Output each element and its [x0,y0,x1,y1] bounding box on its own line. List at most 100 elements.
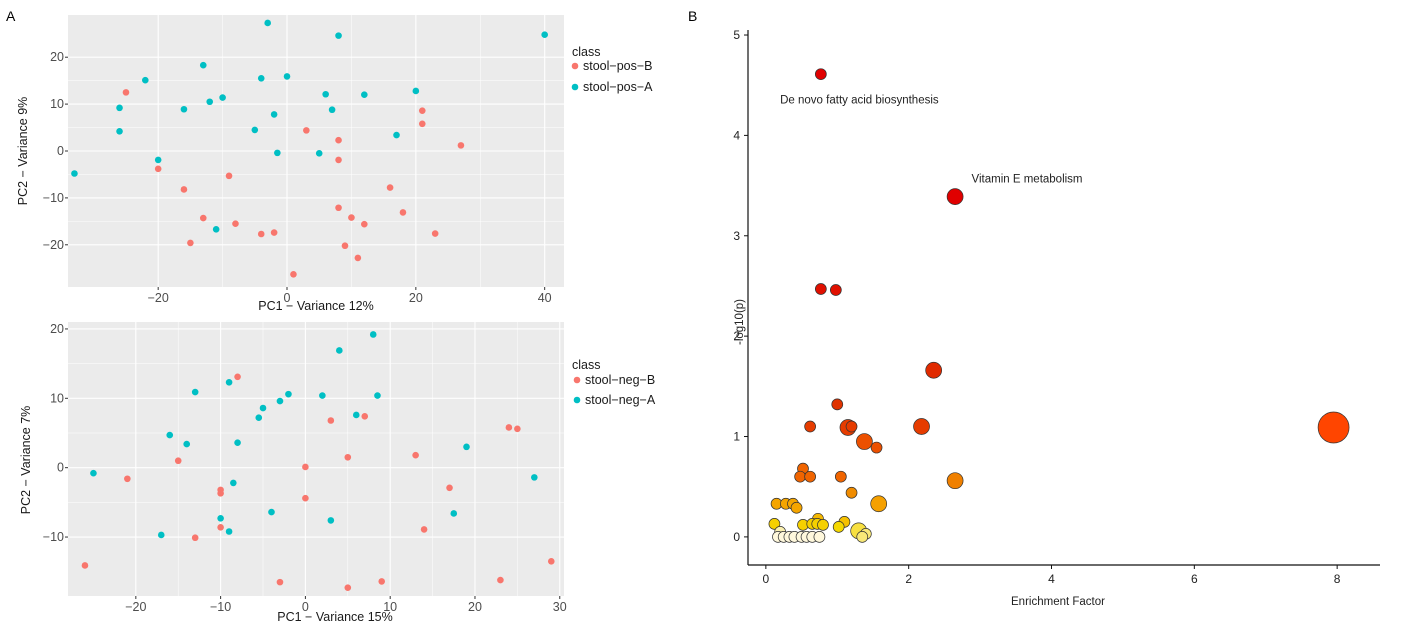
pca-pos-point-b [348,214,355,221]
pca-neg-point-b [505,424,513,431]
pca-neg-ticks: −20 −10 0 10 20 30 −10 0 10 20 [43,322,567,614]
pca-neg-point-b [420,526,428,533]
pca-neg-point-b [234,373,241,381]
pca-pos-ytick-label: 10 [50,97,64,111]
enrichment-bubble [870,495,888,513]
pca-neg-point-a [531,474,538,481]
pca-neg-legend-label-a: stool−neg−A [585,393,656,407]
pca-pos-ytick-label: 0 [57,144,64,158]
enrichment-xtick-label: 6 [1191,572,1198,586]
pca-pos-legend: class stool−pos−B stool−pos−A [571,45,653,94]
pca-neg-point-a [225,528,233,535]
pca-neg-xtick-label: 30 [553,600,567,614]
pca-neg-point-a [225,379,233,386]
pca-neg-legend-key-b [573,376,581,384]
pca-neg-point-a [450,510,458,517]
enrichment-xtick-label: 0 [763,572,770,586]
pca-pos-xlabel: PC1 − Variance 12% [258,299,373,313]
enrichment-bubble [856,531,869,543]
pca-neg-legend-title: class [572,358,600,372]
pca-pos-point-b [290,271,297,278]
pca-pos-point-b [431,230,439,237]
pca-pos-legend-title: class [572,45,600,59]
enrichment-xtick-label: 2 [905,572,912,586]
pca-pos-legend-label-b: stool−pos−B [583,59,653,73]
enrichment-bubble [856,433,873,450]
pca-neg-point-b [361,413,369,420]
pca-pos-point-b [122,89,130,96]
pca-pos-point-b [303,127,310,134]
pca-pos-points [71,19,548,278]
enrichment-xtick-label: 8 [1334,572,1341,586]
pca-neg-xtick-label: −10 [210,600,231,614]
pca-neg-point-b [174,457,182,465]
pca-pos-point-a [71,170,78,177]
pca-pos-point-b [457,142,465,149]
enrichment-bubble [768,517,781,530]
pca-neg-plot-area [68,322,564,596]
enrichment-bubble [946,472,964,490]
pca-neg-point-a [234,439,241,446]
pca-pos-point-b [270,229,278,236]
pca-neg-point-b [344,453,352,461]
pca-pos-point-b [335,136,342,144]
pca-pos-point-b [354,254,362,262]
pca-pos-chart: −20 0 20 40 −20 −10 0 10 20 PC1 − Variance 12% P… [16,15,653,313]
pca-pos-point-b [361,220,368,228]
pca-neg-point-a [183,440,191,448]
enrichment-bubble [834,470,847,483]
enrichment-bubble [913,418,930,435]
pca-neg-point-b [217,524,224,531]
pca-pos-point-a [393,131,400,139]
enrichment-xlabel: Enrichment Factor [1011,596,1105,608]
pca-neg-point-b [378,578,386,585]
pca-pos-point-a [541,31,548,38]
enrichment-bubble [794,470,806,483]
pca-pos-point-b [341,242,349,250]
pca-neg-point-b [446,484,453,492]
pca-neg-grid [68,322,564,596]
pca-pos-point-b [199,214,207,222]
pca-neg-point-b [344,584,352,591]
enrichment-bubble [845,420,858,433]
pca-neg-point-b [412,451,419,459]
pca-neg-chart: −20 −10 0 10 20 30 −10 0 10 20 PC1 − Variance 15%… [19,322,656,624]
pca-pos-point-b [225,172,233,180]
pca-neg-point-a [319,392,326,399]
enrichment-bubble [831,398,844,411]
pca-neg-point-b [302,463,309,471]
enrichment-ytick-label: 3 [733,229,740,243]
pca-pos-xtick-label: 40 [538,291,552,305]
panel-a-label: A [6,8,16,24]
pca-pos-point-a [270,111,278,118]
pca-pos-point-b [257,230,265,238]
pca-neg-point-b [302,494,309,502]
pca-pos-point-a [274,149,281,157]
enrichment-ytick-label: 1 [733,430,740,444]
pca-pos-ytick-label: 20 [50,50,64,64]
pca-pos-xtick-label: 0 [284,291,291,305]
pca-pos-point-a [219,94,226,101]
pca-pos-legend-key-b [571,62,579,70]
pca-pos-point-b [187,239,194,247]
pca-neg-xtick-label: 20 [468,600,482,614]
pca-pos-xtick-label: −20 [148,291,169,305]
enrichment-bubble [925,361,943,379]
pca-pos-point-a [315,150,323,157]
pca-neg-point-a [217,515,224,522]
pca-pos-point-a [154,156,162,164]
pca-pos-ytick-label: −20 [43,238,64,252]
pca-neg-points [81,331,555,591]
pca-pos-point-a [212,226,220,233]
pca-neg-xtick-label: −20 [125,600,146,614]
enrichment-bubble [814,283,827,295]
enrichment-bubble [832,521,845,533]
enrichment-bubble [817,518,829,531]
enrichment-bubble [813,531,826,543]
pca-pos-point-b [232,220,239,227]
pca-pos-point-a [199,61,207,69]
panel-b-label: B [688,8,697,24]
pca-neg-point-a [352,411,360,419]
enrichment-bubble [1317,411,1350,444]
pca-neg-xlabel: PC1 − Variance 15% [277,610,392,624]
